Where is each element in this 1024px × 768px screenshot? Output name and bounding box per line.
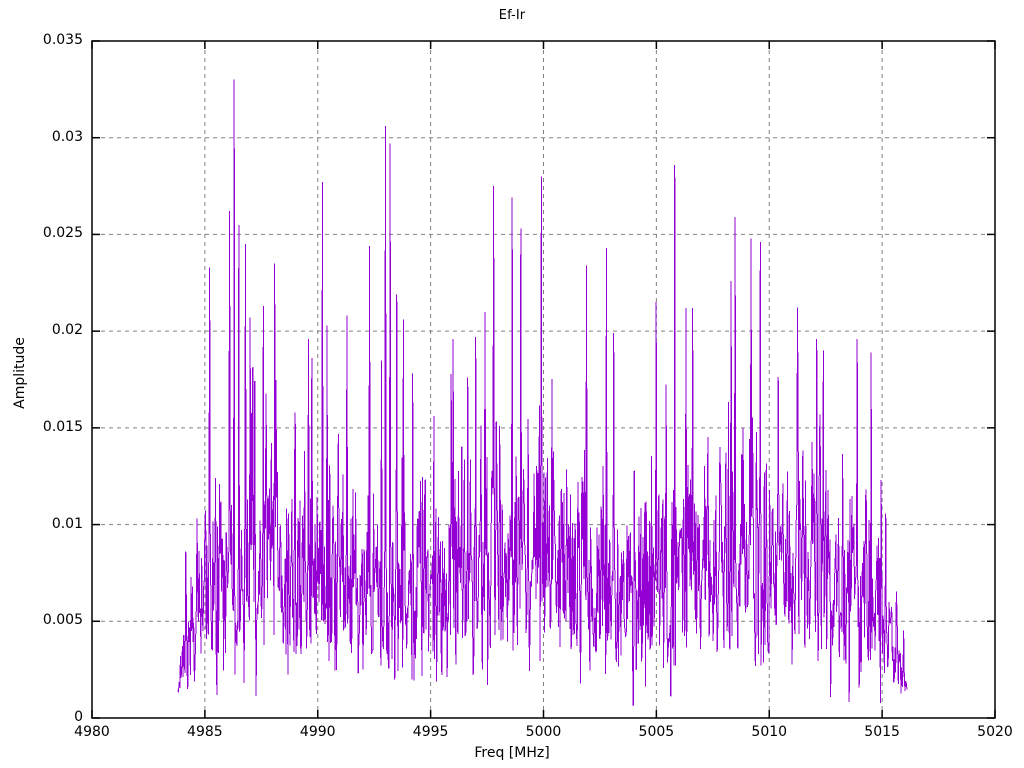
x-tick-label: 4995: [412, 724, 449, 740]
y-tick-label: 0.025: [42, 225, 83, 242]
x-tick-label: 4980: [74, 724, 110, 740]
y-tick-label: 0.03: [51, 128, 83, 145]
y-axis-label: Amplitude: [12, 337, 28, 409]
y-tick-label: 0.035: [42, 32, 83, 48]
x-tick-label: 5020: [977, 724, 1013, 740]
y-tick-label: 0.01: [51, 515, 83, 532]
chart-title: Ef-Ir: [498, 8, 526, 23]
y-tick-label: 0.015: [42, 418, 83, 435]
spectrum-trace: [177, 79, 908, 706]
data-series: [177, 79, 908, 706]
x-tick-label: 4985: [187, 724, 223, 740]
y-tick-label: 0.02: [51, 322, 83, 339]
x-tick-label: 5010: [751, 724, 788, 740]
x-tick-label: 5015: [864, 724, 900, 740]
plot-border: [91, 40, 996, 719]
x-tick-label: 4990: [299, 724, 336, 740]
x-tick-label: 5000: [525, 724, 562, 740]
x-tick-label: 5005: [638, 724, 675, 740]
x-axis-label: Freq [MHz]: [474, 745, 550, 761]
y-tick-label: 0.005: [42, 612, 83, 629]
y-tick-label: 0: [74, 709, 83, 725]
